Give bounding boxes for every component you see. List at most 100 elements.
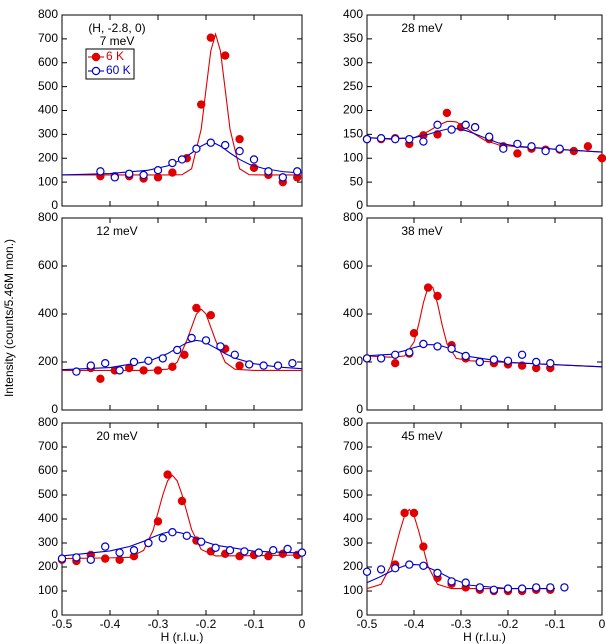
data-point <box>196 100 206 109</box>
data-point <box>391 350 400 359</box>
x-axis-label: H (r.l.u.) <box>463 630 506 644</box>
annotation: 12 meV <box>96 224 137 238</box>
annotation: 45 meV <box>401 429 442 443</box>
y-tick-label: 350 <box>343 31 363 45</box>
y-tick-label: 100 <box>38 583 58 597</box>
data-point <box>153 173 163 182</box>
data-point <box>583 142 593 151</box>
data-point <box>376 133 386 143</box>
y-tick-label: 200 <box>343 559 363 573</box>
legend-label: 6 K <box>106 49 124 63</box>
y-tick-label: 800 <box>38 210 58 224</box>
panel: 0 50 100 150 200 250 300 350 400 28 meV <box>343 7 606 212</box>
data-point <box>391 359 400 368</box>
y-axis-label: Intensity (counts/5.46M mon.) <box>2 239 16 397</box>
y-tick-label: 500 <box>38 487 58 501</box>
data-point <box>86 361 96 370</box>
data-point <box>489 585 499 595</box>
data-point <box>206 311 215 320</box>
data-point <box>230 350 239 359</box>
panel: 0 200 400 600 800 12 meV <box>38 210 303 416</box>
data-point <box>485 132 494 141</box>
data-point <box>503 356 513 365</box>
data-point <box>192 144 201 153</box>
data-point <box>153 165 163 175</box>
x-tick-label: -0.4 <box>100 617 121 631</box>
x-tick-label: 0 <box>299 617 306 631</box>
x-tick-label: -0.5 <box>52 617 73 631</box>
x-tick-label: -0.1 <box>244 617 265 631</box>
data-point <box>235 134 244 144</box>
data-point <box>362 567 372 577</box>
annotation: 28 meV <box>401 21 442 35</box>
data-point <box>57 554 67 563</box>
data-point <box>405 348 414 357</box>
data-point <box>546 359 555 368</box>
x-tick-label: -0.2 <box>498 617 519 631</box>
x-tick-label: -0.5 <box>357 617 378 631</box>
data-point <box>264 167 273 176</box>
data-point <box>124 169 134 178</box>
y-tick-label: 100 <box>38 174 58 188</box>
data-point <box>86 555 96 565</box>
data-point <box>129 357 139 367</box>
data-point <box>196 537 206 547</box>
data-point <box>216 342 225 351</box>
panel: 0 200 400 600 800 38 meV <box>343 210 603 416</box>
y-tick-label: 600 <box>343 258 363 272</box>
y-tick-label: 200 <box>38 559 58 573</box>
data-point <box>461 578 470 587</box>
data-point <box>259 361 268 370</box>
data-point <box>362 134 372 144</box>
y-tick-label: 0 <box>51 607 58 621</box>
x-tick-label: -0.1 <box>545 617 566 631</box>
y-tick-label: 0 <box>356 198 363 212</box>
data-point <box>293 167 302 176</box>
annotation: 20 meV <box>96 429 137 443</box>
data-point <box>376 354 386 363</box>
data-point <box>254 548 263 557</box>
fit-line <box>366 128 603 153</box>
data-point <box>409 508 419 518</box>
data-point <box>419 339 428 349</box>
data-point <box>470 123 480 132</box>
fit-line <box>62 308 302 371</box>
data-point <box>172 345 182 355</box>
data-point <box>555 144 564 153</box>
fit-line <box>62 32 302 176</box>
y-tick-label: 50 <box>350 174 364 188</box>
data-point <box>211 543 220 553</box>
data-point <box>376 565 386 574</box>
annotation: (H, -2.8, 0) <box>88 21 145 35</box>
x-tick-label: 0 <box>599 617 606 631</box>
data-point <box>96 374 105 383</box>
y-tick-label: 100 <box>343 583 363 597</box>
y-tick-label: 800 <box>343 210 363 224</box>
data-point <box>419 561 428 571</box>
data-point <box>391 564 400 573</box>
x-tick-label: -0.2 <box>196 617 217 631</box>
data-point <box>442 108 452 118</box>
data-point <box>489 355 499 364</box>
data-point <box>144 538 153 548</box>
data-point <box>187 333 196 343</box>
y-tick-label: 700 <box>343 439 363 453</box>
data-point <box>158 354 167 363</box>
data-point <box>115 366 124 375</box>
data-point <box>249 155 259 164</box>
data-point <box>177 496 187 506</box>
y-tick-label: 600 <box>38 55 58 69</box>
data-point <box>158 534 167 543</box>
y-tick-label: 200 <box>38 150 58 164</box>
data-point <box>461 351 470 361</box>
data-point <box>115 548 124 557</box>
y-tick-label: 300 <box>38 535 58 549</box>
y-tick-label: 0 <box>356 607 363 621</box>
fit-line <box>366 508 555 590</box>
data-point <box>182 531 191 541</box>
data-point <box>447 344 456 353</box>
data-point <box>240 547 249 556</box>
y-tick-label: 400 <box>343 306 363 320</box>
data-point <box>192 303 201 313</box>
